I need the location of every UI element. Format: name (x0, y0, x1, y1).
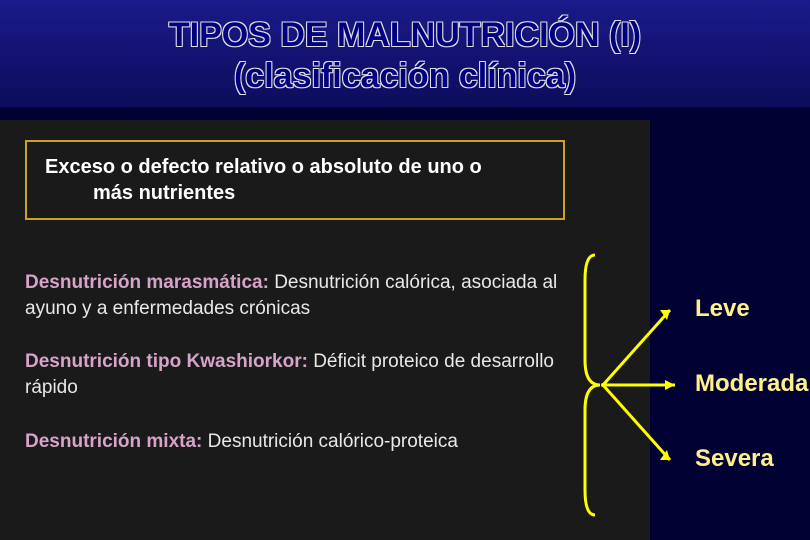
list-item: Desnutrición mixta: Desnutrición calóric… (25, 429, 565, 455)
title-line-2: (clasificación clínica) (0, 56, 810, 97)
definition-text-line1: Exceso o defecto relativo o absoluto de … (45, 156, 482, 178)
item-title-2: Desnutrición tipo Kwashiorkor: (25, 351, 308, 372)
item-title-3: Desnutrición mixta: (25, 431, 202, 452)
severity-leve: Leve (695, 295, 750, 323)
definition-text: Exceso o defecto relativo o absoluto de … (45, 154, 545, 206)
definition-box: Exceso o defecto relativo o absoluto de … (25, 140, 565, 220)
title-area: TIPOS DE MALNUTRICIÓN (I) (clasificación… (0, 0, 810, 107)
severity-moderada: Moderada (695, 370, 808, 398)
definition-text-line2: más nutrientes (45, 180, 545, 206)
list-item: Desnutrición marasmática: Desnutrición c… (25, 270, 565, 321)
item-title-1: Desnutrición marasmática: (25, 272, 269, 293)
title-line-1: TIPOS DE MALNUTRICIÓN (I) (0, 15, 810, 56)
list-item: Desnutrición tipo Kwashiorkor: Déficit p… (25, 349, 565, 400)
content-panel: Exceso o defecto relativo o absoluto de … (0, 120, 650, 540)
item-text-3: Desnutrición calórico-proteica (202, 431, 458, 452)
severity-area: Leve Moderada Severa (650, 120, 810, 540)
severity-severa: Severa (695, 445, 774, 473)
